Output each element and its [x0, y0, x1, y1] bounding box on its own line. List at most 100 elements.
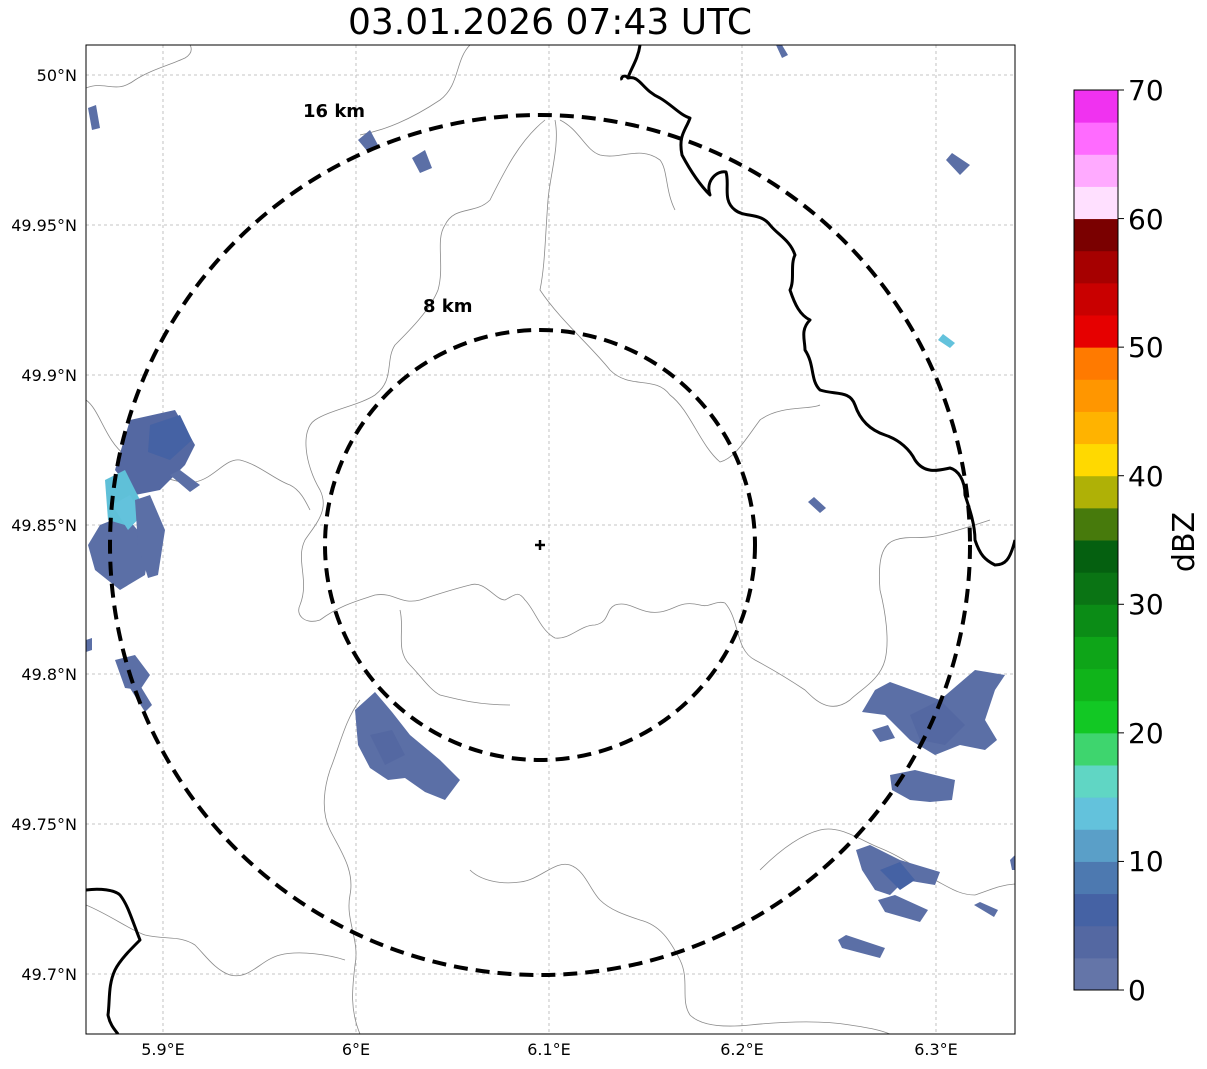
lon-tick: 5.9°E — [141, 1040, 185, 1059]
colorbar-swatch — [1074, 893, 1118, 927]
colorbar-swatch — [1074, 732, 1118, 766]
colorbar-swatch — [1074, 218, 1118, 252]
echo-cell — [880, 862, 915, 890]
colorbar-swatch — [1074, 186, 1118, 220]
echo-cell — [358, 130, 378, 152]
lon-tick: 6.1°E — [527, 1040, 571, 1059]
admin-line-east — [724, 519, 991, 707]
lat-tick: 49.8°N — [21, 665, 77, 684]
colorbar-swatch — [1074, 636, 1118, 670]
ring-label-16km: 16 km — [303, 101, 365, 122]
admin-line-n — [359, 45, 471, 136]
colorbar-swatch — [1074, 379, 1118, 412]
echo-cell — [946, 153, 970, 175]
colorbar-swatch — [1074, 250, 1118, 284]
echo-cell — [115, 655, 150, 690]
colorbar-tick: 10 — [1128, 845, 1164, 878]
admin-line-south-inner — [399, 609, 511, 706]
national-borders — [86, 45, 1015, 1034]
colorbar-swatch — [1074, 540, 1118, 573]
colorbar-swatch — [1074, 507, 1118, 541]
echo-cell — [776, 45, 788, 58]
admin-line-west — [86, 399, 311, 511]
map-frame — [85, 44, 1016, 1035]
admin-boundaries — [86, 45, 1015, 1034]
lat-tick: 49.9°N — [21, 366, 77, 385]
colorbar-swatch — [1074, 572, 1118, 605]
colorbar-tick: 40 — [1128, 460, 1164, 493]
colorbar-tick: 30 — [1128, 588, 1164, 621]
admin-line-se — [759, 828, 976, 896]
echo-cell — [938, 334, 955, 348]
border-notch — [620, 74, 630, 81]
colorbar-tick: 20 — [1128, 717, 1164, 750]
admin-line-nw — [86, 45, 192, 89]
admin-line-central — [298, 119, 546, 622]
colorbar-tick: 60 — [1128, 203, 1164, 236]
colorbar-swatch — [1074, 282, 1118, 316]
echo-cell — [974, 902, 998, 917]
colorbar-swatch — [1074, 700, 1118, 734]
colorbar-tick: 70 — [1128, 74, 1164, 107]
echo-cell — [86, 638, 92, 652]
ring-8km-circle[interactable] — [323, 328, 757, 762]
lat-tick: 49.7°N — [21, 965, 77, 984]
colorbar-tick: 0 — [1128, 974, 1146, 1007]
colorbar-swatch — [1074, 668, 1118, 702]
lon-tick: 6°E — [342, 1040, 370, 1059]
admin-line-ne-local — [559, 119, 676, 211]
admin-line-bottom — [749, 1021, 891, 1034]
colorbar-swatch — [1074, 315, 1118, 348]
echo-cell — [890, 770, 955, 802]
echo-cell — [170, 470, 200, 492]
echo-cell — [1010, 855, 1015, 870]
colorbar-swatch — [1074, 347, 1118, 380]
colorbar-swatch — [1074, 957, 1118, 991]
colorbar-frame — [1073, 89, 1119, 991]
ring-16km-circle[interactable] — [108, 113, 972, 977]
echo-cell — [128, 682, 152, 712]
chart-title: 03.01.2026 07:43 UTC — [347, 2, 753, 43]
echo-cell — [808, 497, 826, 513]
echo-cell — [135, 495, 165, 578]
colorbar-tick-labels: 0 10 20 30 40 50 60 70 — [1128, 74, 1164, 1007]
admin-line-se-edge — [974, 883, 1015, 896]
radar-site-marker[interactable] — [535, 540, 545, 550]
border-luxembourg-belgium — [86, 887, 142, 1034]
colorbar-label: dBZ — [1167, 512, 1202, 572]
echo-cell — [412, 150, 432, 173]
admin-line-east-central — [539, 119, 821, 463]
gridlines — [86, 45, 1015, 1034]
colorbar — [1073, 89, 1124, 991]
echo-cell — [910, 700, 965, 745]
colorbar-swatch — [1074, 765, 1118, 798]
admin-line-sw — [323, 699, 361, 1034]
echo-cell — [88, 515, 150, 590]
echo-cell — [370, 730, 405, 765]
echo-cell — [355, 692, 460, 800]
colorbar-swatch — [1074, 829, 1118, 862]
colorbar-swatch — [1074, 90, 1118, 123]
colorbar-swatch — [1074, 925, 1118, 959]
border-luxembourg-germany — [626, 45, 1015, 567]
colorbar-swatch — [1074, 122, 1118, 155]
echo-cell — [148, 415, 192, 460]
admin-line-south-east — [469, 863, 751, 1027]
echo-cell — [838, 935, 885, 958]
lat-tick: 49.95°N — [11, 216, 77, 235]
colorbar-swatch — [1074, 797, 1118, 830]
lat-tick: 49.85°N — [11, 516, 77, 535]
ring-label-8km: 8 km — [423, 296, 473, 317]
colorbar-swatch — [1074, 604, 1118, 637]
colorbar-swatch — [1074, 861, 1118, 895]
lat-tick: 49.75°N — [11, 815, 77, 834]
colorbar-swatch — [1074, 154, 1118, 187]
lat-tick: 50°N — [37, 66, 77, 85]
radar-echoes — [86, 45, 1015, 958]
echo-cell — [872, 725, 895, 742]
echo-cell — [112, 495, 142, 530]
lat-tick-labels: 50°N 49.95°N 49.9°N 49.85°N 49.8°N 49.75… — [11, 66, 77, 984]
echo-cell — [878, 895, 928, 922]
colorbar-swatch — [1074, 411, 1118, 445]
